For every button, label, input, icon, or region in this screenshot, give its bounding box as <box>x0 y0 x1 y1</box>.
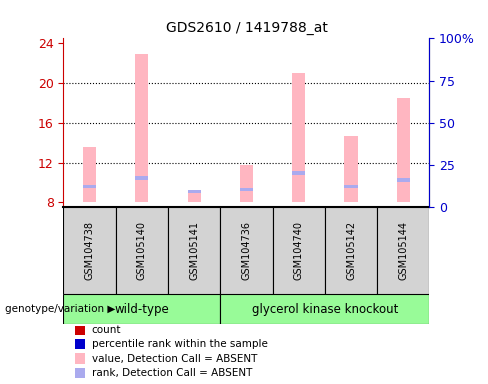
Bar <box>240 188 253 192</box>
Bar <box>273 207 325 294</box>
Bar <box>292 73 305 202</box>
Bar <box>187 190 201 194</box>
Text: percentile rank within the sample: percentile rank within the sample <box>92 339 267 349</box>
Bar <box>345 185 358 189</box>
Text: GSM105144: GSM105144 <box>398 221 408 280</box>
Text: value, Detection Call = ABSENT: value, Detection Call = ABSENT <box>92 354 257 364</box>
Text: rank, Detection Call = ABSENT: rank, Detection Call = ABSENT <box>92 368 252 378</box>
Bar <box>240 165 253 202</box>
Text: glycerol kinase knockout: glycerol kinase knockout <box>252 303 398 316</box>
Bar <box>168 207 220 294</box>
Bar <box>345 136 358 202</box>
Text: GSM104738: GSM104738 <box>84 221 95 280</box>
Bar <box>187 190 201 202</box>
Bar <box>292 171 305 175</box>
Text: GSM105140: GSM105140 <box>137 221 147 280</box>
Text: wild-type: wild-type <box>115 303 169 316</box>
Text: GSM105141: GSM105141 <box>189 221 199 280</box>
Bar <box>397 98 410 202</box>
Bar <box>75 339 85 349</box>
Bar <box>135 54 148 202</box>
Bar <box>135 176 148 180</box>
Bar <box>220 207 273 294</box>
Text: GSM104736: GSM104736 <box>242 221 251 280</box>
Bar <box>220 294 429 324</box>
Bar <box>75 353 85 364</box>
Bar <box>75 368 85 378</box>
Text: count: count <box>92 325 121 335</box>
Title: GDS2610 / 1419788_at: GDS2610 / 1419788_at <box>165 21 327 35</box>
Text: genotype/variation ▶: genotype/variation ▶ <box>5 304 115 314</box>
Bar <box>83 147 96 202</box>
Bar <box>325 207 377 294</box>
Text: GSM104740: GSM104740 <box>294 221 304 280</box>
Bar <box>75 325 85 335</box>
Bar <box>63 207 116 294</box>
Bar <box>63 294 220 324</box>
Bar <box>83 185 96 189</box>
Text: GSM105142: GSM105142 <box>346 221 356 280</box>
Bar <box>397 178 410 182</box>
Bar <box>377 207 429 294</box>
Bar <box>116 207 168 294</box>
